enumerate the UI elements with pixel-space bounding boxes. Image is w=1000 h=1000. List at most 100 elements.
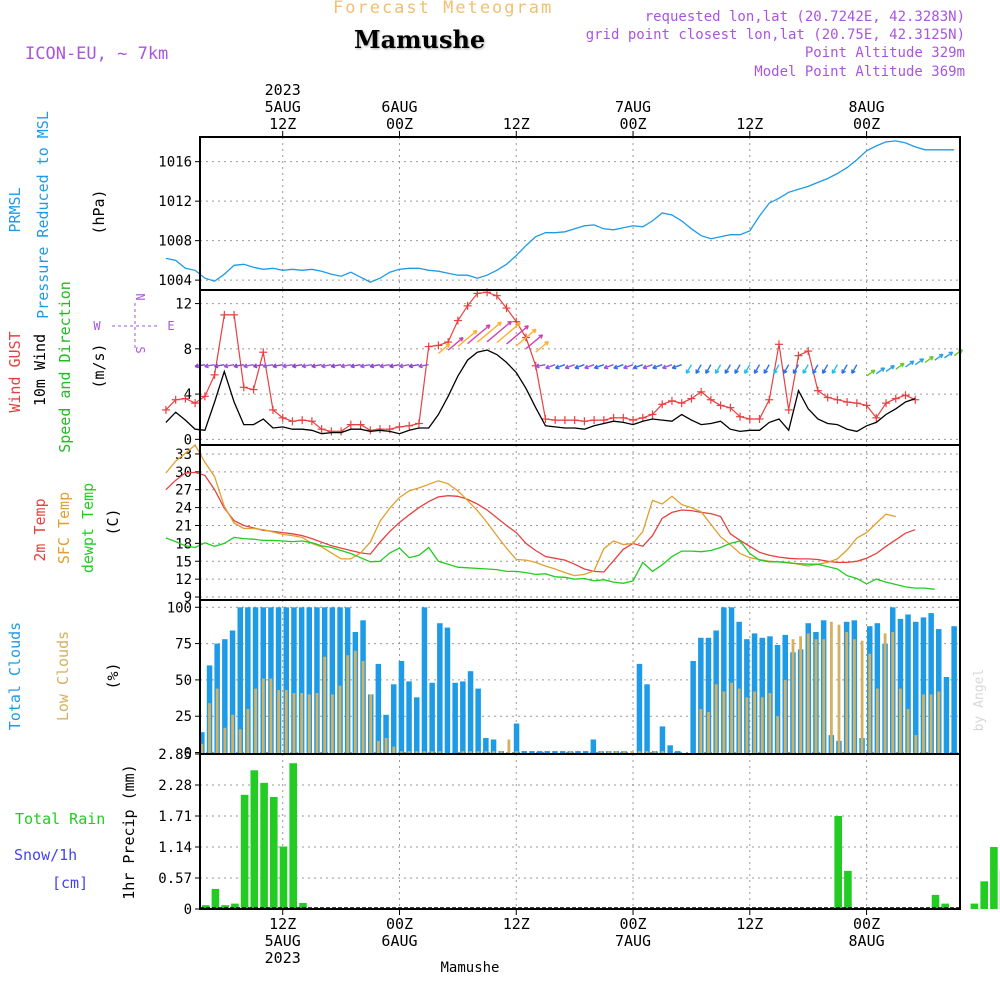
gust-marker (161, 405, 170, 414)
y-tick-label: 1004 (158, 273, 192, 289)
total-cloud-bar (774, 645, 781, 754)
total-cloud-bar (444, 627, 451, 754)
low-cloud-bar (215, 688, 219, 754)
y-tick-label: 15 (175, 554, 192, 570)
low-cloud-bar (423, 751, 426, 754)
low-cloud-bar (661, 751, 664, 754)
total-cloud-bar (275, 607, 282, 754)
low-cloud-bar (515, 751, 518, 754)
wind-direction-arrow (272, 363, 283, 369)
total-cloud-bar (728, 607, 735, 754)
time-label-top: 12Z (503, 115, 530, 133)
total-cloud-bar (705, 637, 712, 754)
pressure-line (165, 140, 955, 283)
low-cloud-bar (914, 735, 918, 754)
wind-direction-arrow (763, 364, 770, 374)
low-cloud-bar (323, 656, 327, 754)
low-cloud-bar (776, 716, 779, 754)
wind-direction-arrow (944, 351, 954, 359)
pressure-desc-label: Pressure Reduced to MSL (34, 111, 52, 319)
total-cloud-bar (667, 745, 673, 754)
wind-direction-arrow (802, 364, 809, 374)
gust-marker (434, 341, 443, 350)
low-cloud-bar (891, 632, 895, 754)
temp-2m-line (165, 471, 916, 573)
low-cloud-bar (461, 751, 465, 754)
compass-w: W (93, 319, 101, 333)
wind-direction-arrow (914, 358, 925, 366)
y-tick-label: 0 (184, 746, 192, 762)
wind-direction-arrow (875, 367, 886, 375)
gust-marker (200, 392, 209, 401)
time-label-bottom: 00Z (386, 915, 413, 933)
wind-gust-line (165, 291, 916, 432)
gust-marker (171, 395, 180, 404)
low-cloud-bar (476, 751, 480, 754)
gust-marker (259, 348, 268, 357)
gust-marker (823, 393, 832, 402)
total-cloud-bar (467, 671, 474, 754)
gust-marker (395, 422, 404, 431)
wind-direction-arrow (593, 364, 605, 370)
low-cloud-bar (292, 693, 296, 754)
wind-unit-label: (m/s) (90, 343, 108, 388)
gust-marker (736, 412, 745, 421)
total-cloud-bar (414, 697, 420, 754)
gust-marker (599, 416, 608, 425)
wind-direction-arrow (744, 364, 751, 374)
wind-direction-arrow (812, 364, 819, 374)
gust-marker (191, 399, 200, 408)
low-cloud-bar (307, 694, 311, 754)
wind-direction-arrow (223, 363, 235, 369)
low-cloud-bar (722, 691, 726, 754)
low-cloud-bar (822, 639, 826, 754)
low-cloud-bar (929, 694, 933, 754)
wind-direction-arrow (467, 324, 491, 345)
precip-bar (201, 905, 210, 909)
wind-direction-arrow (291, 363, 303, 369)
wind-direction-arrow (389, 363, 400, 369)
grid-point-lonlat: grid point closest lon,lat (20.75E, 42.3… (585, 27, 965, 43)
gust-marker (667, 396, 676, 405)
total-cloud-bar (460, 681, 466, 754)
low-cloud-bar (354, 650, 357, 754)
time-label-bottom: 7AUG (615, 932, 651, 950)
wind-gust-label: Wind GUST (6, 331, 24, 412)
gust-marker (745, 414, 754, 423)
wind-direction-arrow (301, 363, 313, 369)
wind-direction-arrow (418, 363, 429, 369)
wind-direction-arrow (350, 363, 361, 369)
wind-direction-arrow (545, 364, 556, 370)
total-cloud-bar (675, 751, 681, 754)
total-cloud-bar (237, 607, 243, 754)
gust-marker (580, 417, 589, 426)
wind-direction-arrow (398, 363, 410, 369)
low-cloud-bar (361, 661, 365, 754)
low-cloud-bar (484, 751, 488, 754)
total-rain-label: Total Rain (15, 810, 105, 828)
y-tick-label: 0 (184, 432, 192, 448)
wind-direction-arrow (821, 364, 829, 374)
y-tick-label: 1016 (158, 155, 192, 171)
wind-direction-arrow (476, 321, 502, 343)
wind-direction-arrow (613, 364, 624, 370)
low-cloud-bar (346, 655, 350, 754)
low-cloud-bar (899, 688, 902, 754)
wind-direction-arrow (506, 325, 529, 345)
wind-direction-arrow (486, 320, 513, 343)
total-cloud-bar (252, 607, 259, 754)
total-cloud-bar (582, 751, 589, 754)
gust-marker (843, 398, 852, 407)
wind-direction-arrow (554, 364, 566, 370)
wind-direction-arrow (321, 363, 332, 369)
gust-marker (755, 414, 764, 423)
wind-direction-arrow (369, 363, 381, 369)
total-cloud-bar (291, 607, 297, 754)
total-cloud-bar (437, 623, 443, 754)
gust-marker (687, 394, 696, 403)
wind-direction-arrow (671, 364, 682, 370)
y-tick-label: 50 (175, 673, 192, 689)
gust-marker (706, 395, 715, 404)
time-label-top: 00Z (619, 115, 646, 133)
gust-marker (356, 420, 365, 429)
